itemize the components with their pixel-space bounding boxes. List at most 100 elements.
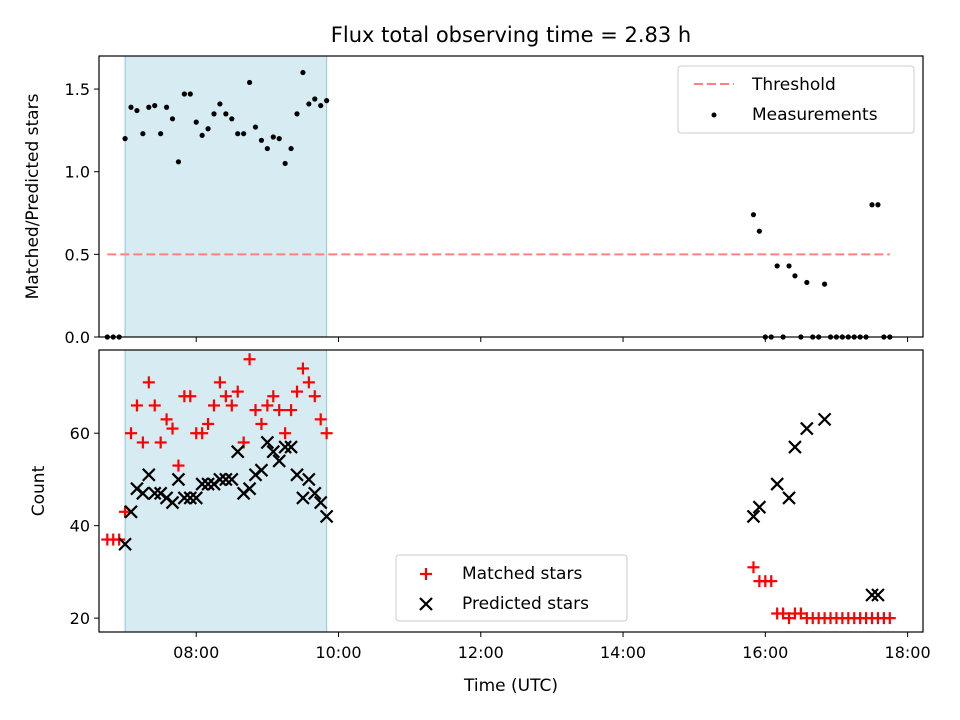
predicted-star-point [746, 509, 761, 524]
measurement-point [276, 136, 282, 142]
y-tick-label: 60 [70, 424, 90, 443]
measurement-point [158, 131, 164, 137]
predicted-star-point [136, 486, 150, 501]
matched-star-point [249, 404, 262, 417]
y-tick-label: 1.5 [65, 80, 90, 99]
count-plot-frame [98, 349, 924, 633]
x-tick-label: 14:00 [600, 643, 646, 662]
measurement-point [175, 159, 182, 165]
predicted-star-point [147, 486, 162, 501]
matched-star-point [213, 376, 226, 389]
predicted-star-point [319, 509, 334, 524]
ratio-plot-frame [98, 55, 924, 338]
matched-star-point [747, 561, 760, 574]
measurement-point [187, 91, 193, 97]
ratio-legend: Threshold Measurements [677, 65, 915, 134]
matched-star-point [160, 413, 173, 426]
measurement-point [804, 279, 810, 286]
legend-threshold-label: Threshold [751, 75, 836, 95]
matched-star-point [202, 417, 215, 430]
predicted-star-point [290, 468, 304, 482]
predicted-star-point [254, 463, 269, 477]
predicted-star-point [177, 491, 192, 505]
matched-star-point [765, 575, 778, 588]
x-tick-label: 08:00 [173, 643, 219, 662]
matched-star-point [308, 390, 321, 403]
chart-title: Flux total observing time = 2.83 h [331, 23, 691, 47]
count-legend: Matched stars Predicted stars [395, 554, 628, 622]
matched-star-point [302, 376, 315, 389]
measurement-point [235, 131, 241, 137]
measurement-point [270, 134, 276, 140]
matched-star-point [196, 427, 209, 440]
measurement-point [134, 107, 140, 114]
predicted-star-point [308, 486, 322, 501]
y-tick-label: 1.0 [65, 163, 90, 182]
predicted-star-point [788, 440, 802, 454]
x-tick-label: 12:00 [458, 643, 504, 662]
predicted-star-point [201, 477, 215, 491]
predicted-star-point [313, 495, 328, 510]
measurement-point [786, 263, 792, 269]
ratio-marks [104, 69, 893, 340]
predicted-star-point [284, 440, 298, 454]
measurement-point [324, 98, 330, 104]
legend-predicted-label: Predicted stars [462, 594, 589, 614]
legend-measurements-label: Measurements [752, 105, 878, 125]
matched-star-point [130, 399, 143, 412]
predicted-star-point [865, 588, 879, 602]
measurement-point [241, 131, 247, 137]
ratio-panel: 0.0 0.5 1.0 1.5 Matched/Predicted stars Thr… [23, 55, 924, 347]
legend-predicted-swatch [419, 597, 433, 611]
count-panel: 20 40 60 08:00 10:00 12:00 14:00 16:00 18:00 Co… [29, 349, 931, 696]
matched-star-point [231, 385, 244, 398]
matched-star-point [119, 505, 132, 518]
predicted-star-point [278, 440, 292, 454]
predicted-star-point [871, 588, 885, 602]
measurement-point [318, 102, 324, 109]
matched-star-point [296, 362, 309, 375]
predicted-star-point [242, 481, 257, 496]
measurement-point [152, 102, 158, 109]
measurement-point [750, 212, 757, 218]
legend-measurements-swatch [711, 112, 717, 118]
x-tick-label: 16:00 [742, 643, 788, 662]
matched-star-point [166, 422, 179, 435]
matched-star-point [243, 353, 256, 366]
predicted-star-point [142, 468, 156, 482]
matched-star-point [142, 376, 155, 389]
measurement-point [869, 202, 875, 208]
measurement-point [300, 69, 306, 76]
x-tick-label: 18:00 [885, 643, 931, 662]
predicted-star-point [183, 491, 198, 505]
measurement-point [229, 116, 235, 122]
predicted-star-point [770, 477, 784, 491]
y-tick-label: 20 [70, 609, 90, 628]
predicted-star-point [195, 477, 209, 491]
count-x-axis: 08:00 10:00 12:00 14:00 16:00 18:00 [173, 632, 931, 662]
measurement-point [756, 228, 762, 234]
measurement-point [181, 91, 187, 97]
predicted-star-point [817, 412, 832, 427]
matched-star-point [285, 404, 298, 417]
matched-star-point [279, 427, 292, 440]
predicted-star-point [266, 444, 281, 459]
matched-star-point [219, 390, 232, 403]
observing-window-shade [124, 55, 328, 338]
measurement-point [140, 131, 146, 137]
measurement-point [264, 145, 270, 152]
predicted-star-point [189, 491, 203, 505]
predicted-star-point [800, 421, 814, 436]
matched-star-point [208, 399, 221, 412]
measurement-point [246, 79, 253, 86]
predicted-star-point [302, 472, 316, 487]
predicted-star-point [219, 472, 233, 487]
measurement-point [163, 104, 170, 110]
matched-star-point [225, 399, 238, 412]
matched-star-point [314, 413, 327, 426]
matched-star-point [883, 612, 896, 625]
predicted-star-point [272, 454, 286, 468]
predicted-star-point [118, 537, 132, 551]
predicted-star-point [225, 472, 239, 487]
x-tick-label: 10:00 [315, 643, 361, 662]
